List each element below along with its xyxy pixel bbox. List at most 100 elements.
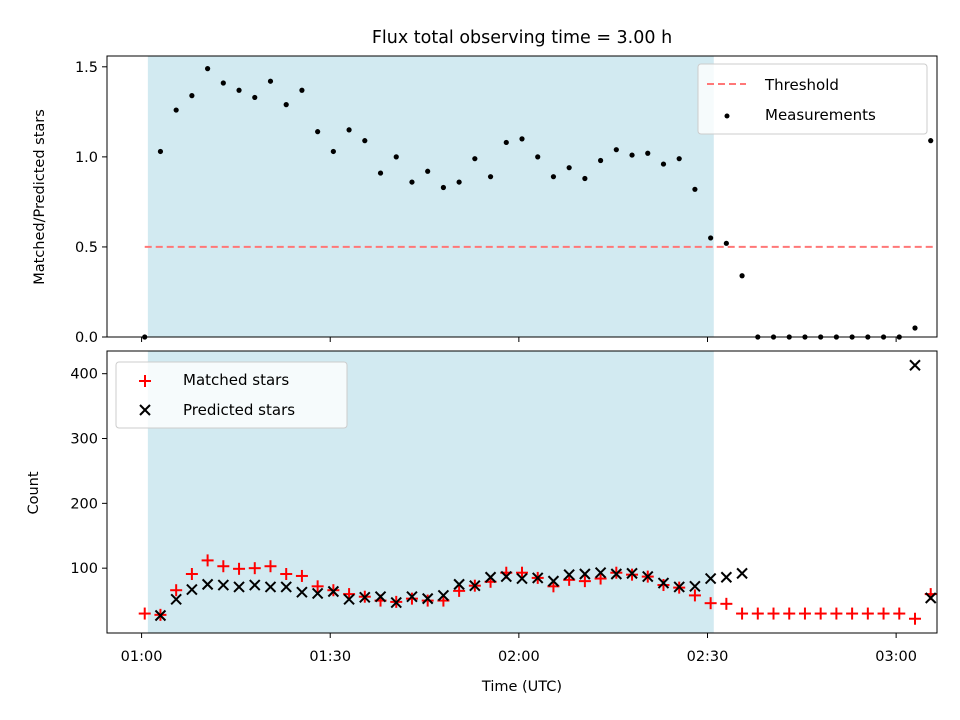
predicted-stars-point: [264, 581, 277, 593]
measurements-point: [613, 147, 619, 153]
matched-stars-point: [736, 607, 749, 620]
matched-stars-point: [248, 562, 261, 575]
matched-stars-point: [877, 607, 890, 620]
predicted-stars-point: [343, 593, 355, 605]
measurements-point: [645, 150, 651, 156]
ratio-panel-frame: [106, 55, 938, 338]
matched-stars-point: [138, 607, 151, 620]
matched-stars-point: [233, 562, 246, 575]
x-tick-label: 01:00: [121, 649, 163, 665]
matched-stars-point: [170, 584, 183, 597]
ratio-panel-ylabel: Matched/Predicted stars: [32, 109, 48, 285]
matched-stars-point: [453, 584, 466, 597]
matched-stars-point: [798, 607, 811, 620]
chart-title: Flux total observing time = 3.00 h: [372, 28, 672, 48]
ratio-panel-x-ticks: [141, 337, 897, 342]
predicted-stars-point: [374, 590, 387, 603]
measurements-point: [566, 165, 572, 171]
predicted-stars-point: [233, 581, 245, 593]
matched-stars-point: [421, 594, 434, 607]
measurements-point: [330, 148, 336, 155]
predicted-stars-point: [469, 579, 481, 592]
predicted-stars-point: [296, 586, 308, 598]
predicted-stars-point: [626, 567, 638, 580]
measurements-point: [220, 80, 226, 86]
measurements-point: [425, 168, 431, 174]
count-panel-x-ticks: 01:0001:3002:0002:3003:0003:3004:0004:30…: [121, 633, 917, 665]
y-tick-label: 1.5: [75, 60, 98, 76]
predicted-stars-point: [327, 585, 340, 598]
count-panel-y-ticks: 100 200 300 400: [70, 367, 107, 577]
predicted-stars-point: [642, 570, 654, 583]
measurements-point: [189, 93, 195, 99]
measurements-point: [440, 184, 447, 191]
measurements-point: [236, 87, 242, 93]
predicted-stars-point: [657, 577, 670, 589]
matched-stars-point: [295, 569, 308, 582]
measurements-point: [912, 325, 918, 331]
measurements-point: [377, 170, 384, 176]
predicted-stars-point: [547, 575, 560, 587]
measurements-point: [676, 156, 682, 162]
matched-stars-point: [594, 572, 607, 585]
measurements-point: [267, 78, 274, 84]
matched-stars-point: [578, 575, 591, 588]
predicted-stars-point: [249, 579, 261, 591]
predicted-stars-point: [421, 592, 434, 605]
matched-stars-point: [657, 579, 670, 592]
predicted-stars-point: [217, 579, 230, 591]
matched-stars-point: [688, 589, 701, 602]
matched-stars-point: [280, 568, 293, 581]
measurements-legend-swatch: [724, 113, 730, 119]
ratio-panel: 0.0 0.5 1.0 1.5 Matched/Predicted stars Thr…: [32, 55, 938, 346]
measurements-point: [503, 139, 509, 146]
x-tick-label: 03:00: [875, 649, 917, 665]
measurements-point: [582, 175, 588, 182]
measurements-point: [393, 154, 399, 160]
matched-legend-label: Matched stars: [183, 371, 289, 389]
matched-stars-point: [405, 592, 418, 605]
matched-stars-point: [861, 607, 874, 620]
predicted-stars-point: [201, 578, 214, 591]
measurements-point: [660, 161, 667, 167]
ratio-legend-box: [697, 63, 928, 135]
predicted-stars-point: [453, 578, 465, 591]
predicted-legend-label: Predicted stars: [183, 401, 295, 419]
measurements-point: [708, 235, 714, 241]
measurements-point: [487, 174, 494, 180]
x-tick-label: 02:00: [498, 649, 540, 665]
predicted-stars-point: [563, 568, 575, 581]
predicted-legend-swatch: [139, 404, 151, 416]
predicted-stars-point: [311, 587, 324, 600]
predicted-stars-point: [579, 568, 591, 580]
measurements-point: [252, 94, 258, 101]
measurements-point: [362, 138, 368, 144]
predicted-stars-point: [437, 589, 450, 602]
measurements-point: [692, 186, 698, 192]
threshold-legend-label: Threshold: [764, 76, 839, 94]
matched-stars-point: [516, 566, 528, 579]
predicted-stars-point: [170, 593, 182, 605]
measurements-point: [346, 127, 352, 133]
y-tick-label: 0.5: [75, 240, 98, 256]
matched-legend-swatch: [139, 375, 151, 387]
measurements-point: [299, 87, 305, 93]
measurements-point: [597, 157, 604, 164]
measurements-point: [456, 179, 462, 185]
x-tick-label: 01:30: [309, 649, 351, 665]
predicted-stars-point: [925, 592, 937, 604]
measurements-point: [723, 240, 729, 246]
count-panel-legend: Matched stars Predicted stars: [115, 361, 348, 429]
predicted-stars-point: [406, 590, 418, 603]
matched-stars-point: [846, 607, 859, 620]
matched-stars-point: [311, 580, 324, 593]
predicted-stars-point: [500, 570, 512, 583]
predicted-stars-point: [280, 581, 292, 593]
measurements-point: [928, 138, 934, 144]
y-tick-label: 0.0: [75, 330, 98, 346]
matched-stars-point: [908, 612, 921, 625]
measurements-point: [157, 148, 164, 155]
measurements-point: [283, 102, 289, 108]
measurements-point: [535, 154, 541, 160]
